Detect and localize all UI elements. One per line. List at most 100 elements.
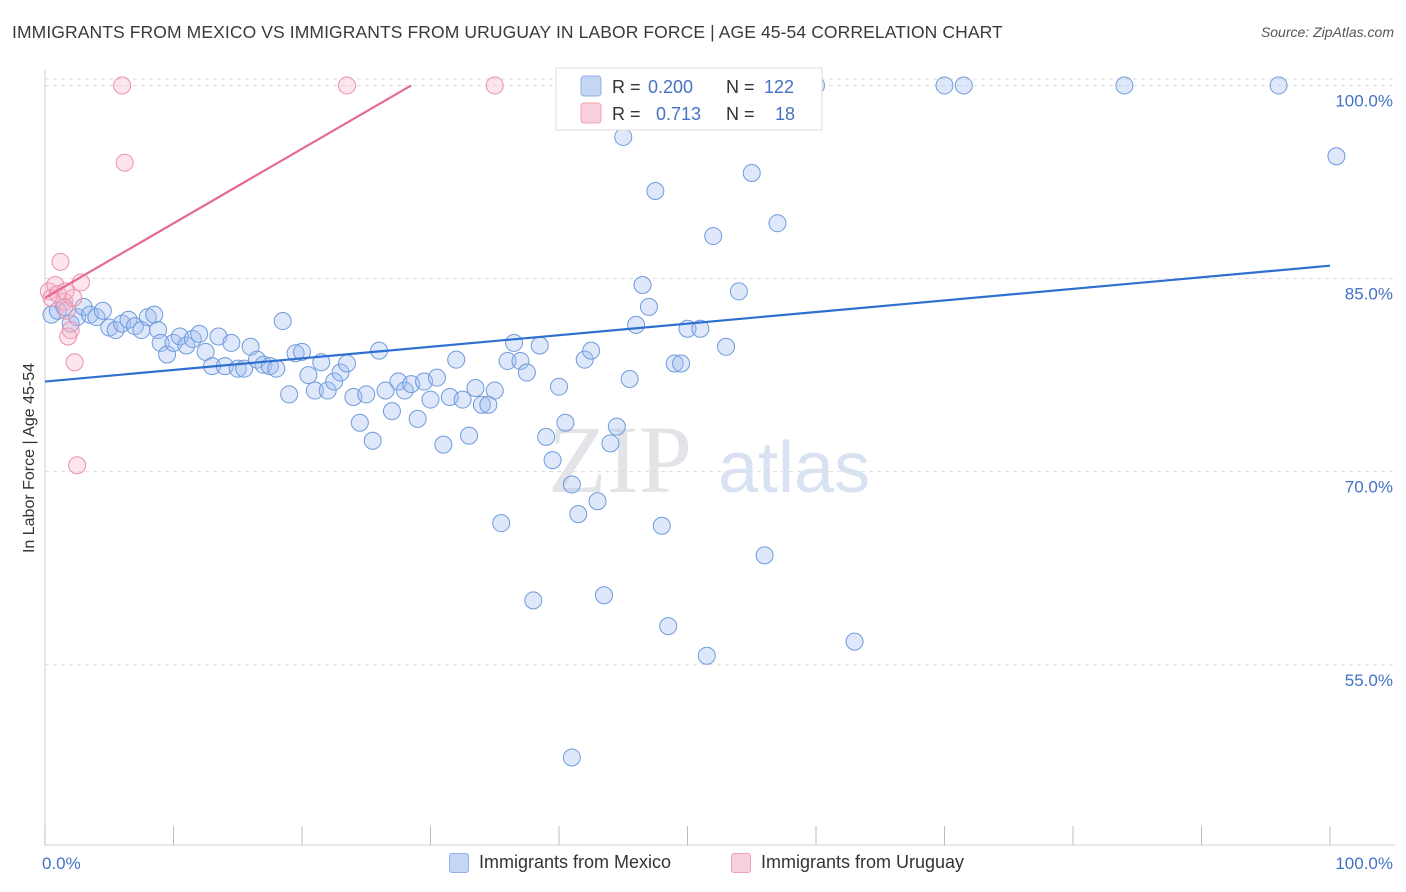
point-uruguay bbox=[51, 252, 70, 271]
point-mexico bbox=[505, 333, 524, 352]
point-mexico bbox=[87, 308, 106, 327]
point-mexico bbox=[575, 350, 594, 369]
point-mexico bbox=[517, 363, 536, 382]
point-mexico bbox=[472, 395, 491, 414]
point-uruguay bbox=[65, 353, 84, 372]
point-mexico bbox=[729, 282, 748, 301]
point-mexico bbox=[273, 312, 292, 331]
legend-swatch-mexico bbox=[449, 852, 469, 873]
y-tick-label: 70.0% bbox=[1345, 478, 1393, 497]
point-mexico bbox=[318, 381, 337, 400]
point-mexico bbox=[550, 377, 568, 396]
point-uruguay bbox=[115, 153, 134, 172]
trend-line-mexico bbox=[44, 264, 1331, 383]
legend-label-uruguay: Immigrants from Uruguay bbox=[761, 852, 965, 872]
point-mexico bbox=[357, 385, 376, 404]
stats-legend: R = 0.200 N = 122 R = 0.713 N = 18 bbox=[555, 67, 823, 131]
point-mexico bbox=[460, 426, 479, 445]
point-mexico bbox=[556, 413, 575, 432]
point-mexico bbox=[485, 381, 504, 400]
legend-n-mexico: 122 bbox=[764, 77, 794, 97]
legend-r-uruguay: 0.713 bbox=[656, 104, 701, 124]
point-mexico bbox=[954, 76, 973, 95]
point-mexico bbox=[222, 333, 241, 352]
point-mexico bbox=[601, 434, 620, 453]
legend-label-mexico: Immigrants from Mexico bbox=[479, 852, 672, 872]
point-mexico bbox=[768, 214, 787, 233]
y-tick-label: 55.0% bbox=[1345, 671, 1393, 690]
point-mexico bbox=[652, 516, 671, 535]
chart-title: IMMIGRANTS FROM MEXICO VS IMMIGRANTS FRO… bbox=[12, 22, 1003, 42]
point-mexico bbox=[466, 378, 485, 397]
point-mexico bbox=[337, 354, 356, 373]
legend-swatch-mexico bbox=[580, 75, 602, 97]
point-mexico bbox=[158, 345, 177, 364]
point-mexico bbox=[717, 337, 736, 356]
point-mexico bbox=[376, 381, 395, 400]
point-mexico bbox=[434, 435, 453, 454]
point-mexico bbox=[569, 505, 588, 524]
point-mexico bbox=[691, 319, 710, 338]
point-mexico bbox=[382, 402, 401, 421]
x-tick-label: 100.0% bbox=[1335, 854, 1393, 873]
point-mexico bbox=[151, 333, 170, 352]
watermark-zip: ZIP bbox=[548, 406, 692, 513]
point-mexico bbox=[453, 390, 472, 409]
point-mexico bbox=[74, 297, 93, 316]
legend-n-label: N = bbox=[726, 104, 755, 124]
point-mexico bbox=[524, 591, 543, 610]
point-mexico bbox=[305, 381, 324, 400]
point-mexico bbox=[190, 324, 209, 343]
bottom-legend: Immigrants from Mexico Immigrants from U… bbox=[0, 850, 1406, 880]
data-points bbox=[39, 76, 1346, 767]
trend-lines bbox=[44, 84, 1331, 383]
point-mexico bbox=[627, 315, 646, 334]
point-mexico bbox=[293, 342, 311, 361]
point-mexico bbox=[492, 514, 511, 533]
point-mexico bbox=[594, 586, 613, 605]
tick-labels: 100.0% 85.0% 70.0% 55.0% 0.0% 100.0% bbox=[42, 91, 1393, 873]
legend-n-label: N = bbox=[726, 77, 755, 97]
point-mexico bbox=[543, 451, 562, 470]
point-mexico bbox=[119, 310, 138, 329]
point-mexico bbox=[672, 354, 691, 373]
point-mexico bbox=[537, 427, 556, 446]
point-mexico bbox=[614, 127, 633, 146]
point-mexico bbox=[935, 76, 954, 95]
watermark-atlas: atlas bbox=[718, 428, 870, 508]
point-mexico bbox=[408, 409, 427, 428]
legend-item-uruguay: Immigrants from Uruguay bbox=[731, 852, 964, 873]
legend-r-mexico: 0.200 bbox=[648, 77, 693, 97]
point-mexico bbox=[299, 366, 318, 385]
point-mexico bbox=[646, 182, 665, 201]
point-mexico bbox=[639, 297, 658, 316]
point-mexico bbox=[106, 321, 125, 340]
point-mexico bbox=[267, 359, 286, 378]
trend-line-uruguay bbox=[44, 84, 412, 299]
point-mexico bbox=[697, 646, 716, 665]
point-mexico bbox=[588, 492, 607, 511]
point-mexico bbox=[742, 163, 761, 182]
point-mexico bbox=[447, 350, 466, 369]
legend-n-uruguay: 18 bbox=[775, 104, 795, 124]
point-mexico bbox=[177, 336, 196, 355]
point-mexico bbox=[607, 417, 626, 436]
point-mexico bbox=[1269, 76, 1288, 95]
x-tick-label: 0.0% bbox=[42, 854, 81, 873]
point-mexico bbox=[350, 413, 369, 432]
legend-item-mexico: Immigrants from Mexico bbox=[449, 852, 671, 873]
point-mexico bbox=[325, 372, 344, 391]
point-mexico bbox=[363, 431, 382, 450]
chart-source: Source: ZipAtlas.com bbox=[1260, 24, 1394, 40]
point-mexico bbox=[582, 341, 601, 360]
point-mexico bbox=[665, 354, 684, 373]
legend-swatch-uruguay bbox=[580, 102, 602, 124]
y-axis-title: In Labor Force | Age 45-54 bbox=[21, 363, 38, 553]
axes bbox=[44, 70, 1395, 846]
point-uruguay bbox=[485, 76, 504, 95]
point-uruguay bbox=[113, 76, 132, 95]
point-mexico bbox=[659, 617, 678, 636]
y-tick-label: 85.0% bbox=[1345, 285, 1393, 304]
legend-swatch-uruguay bbox=[731, 852, 751, 873]
